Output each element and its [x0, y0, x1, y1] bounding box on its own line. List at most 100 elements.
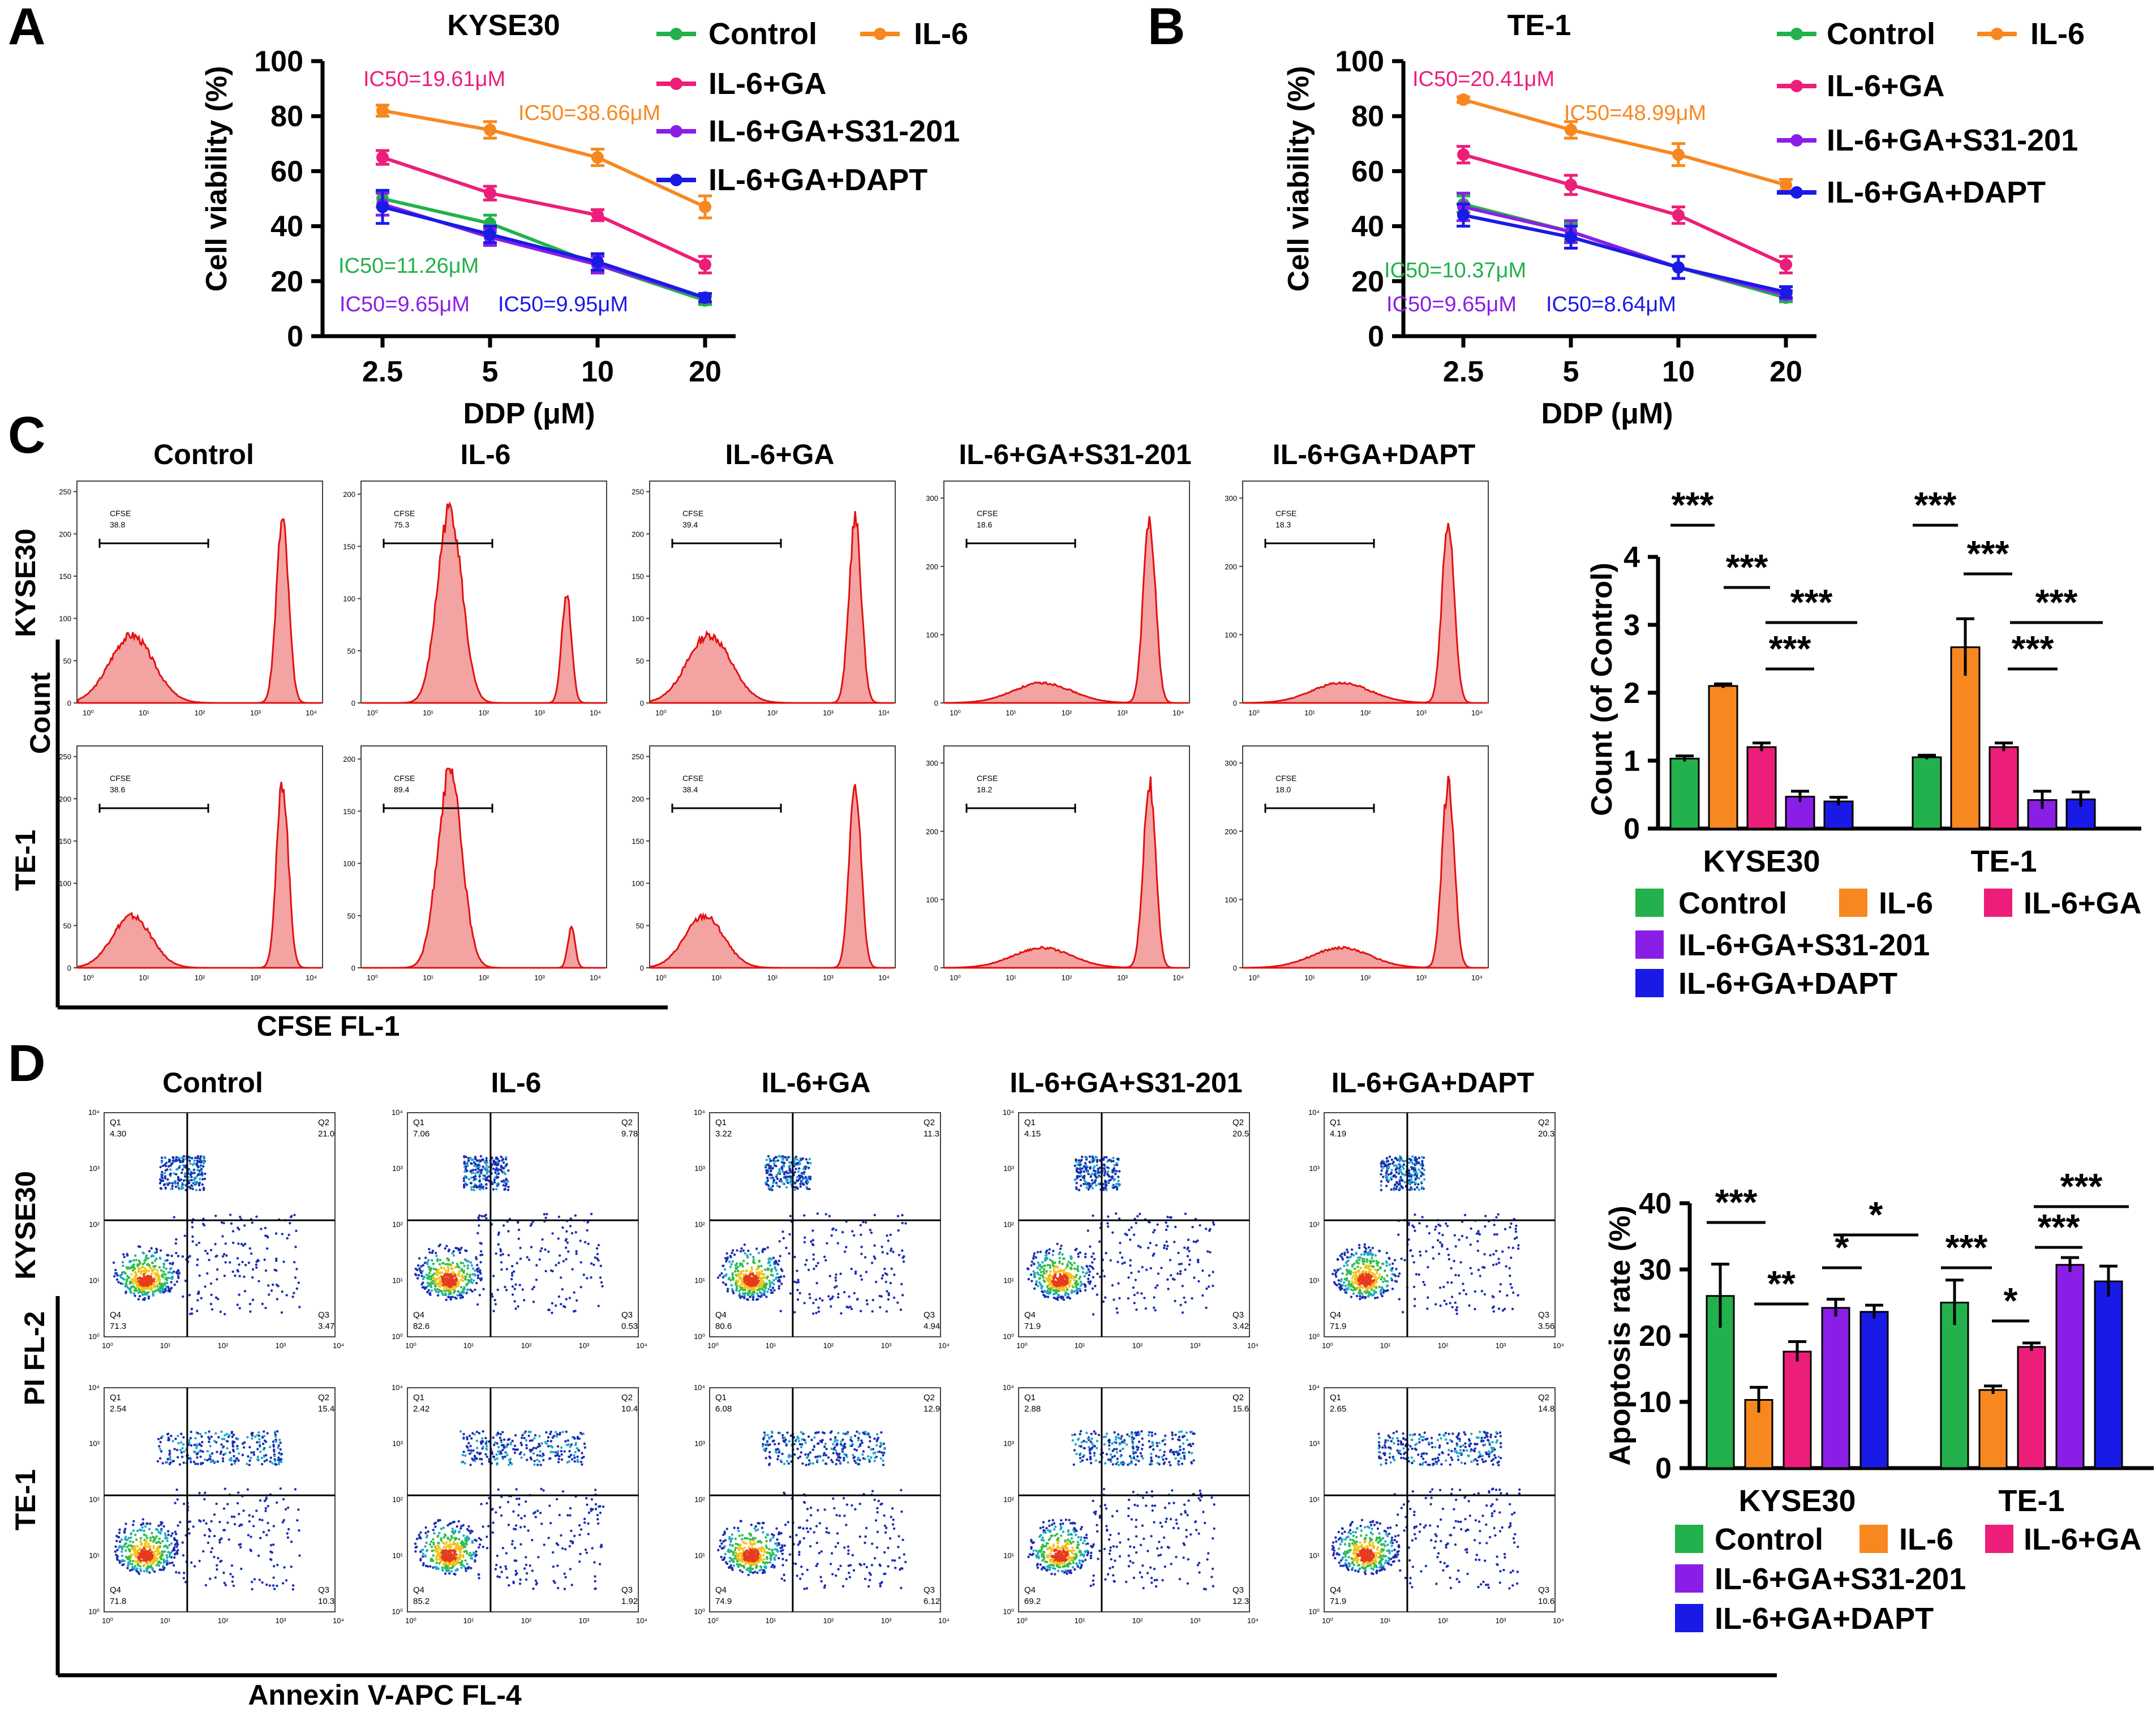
dotplot-event — [181, 1160, 184, 1164]
dotplot-event — [182, 1295, 184, 1298]
chart-b-point-il6-ga-dapt — [1565, 231, 1577, 244]
dotplot-event — [250, 1252, 253, 1255]
chart-c-ytick-label: 3 — [1624, 609, 1640, 642]
dotplot-event — [1046, 1249, 1049, 1252]
dotplot-event — [267, 1235, 269, 1239]
histogram-xtick-label: 10² — [479, 973, 489, 982]
dotplot-event — [1357, 1256, 1360, 1259]
dotplot-event — [1411, 1155, 1414, 1158]
dotplot-event — [500, 1261, 503, 1264]
dotplot-event — [197, 1290, 200, 1293]
dotplot-event — [1183, 1296, 1186, 1299]
dotplot-ytick-label: 10³ — [694, 1164, 705, 1173]
dotplot-xtick-label: 10³ — [881, 1341, 892, 1350]
histogram-ytick-label: 300 — [1225, 759, 1237, 767]
dotplot-event — [1083, 1170, 1085, 1173]
dotplot-event — [492, 1168, 495, 1170]
histogram-xtick-label: 10⁴ — [1173, 973, 1184, 982]
dotplot-event — [1403, 1259, 1406, 1262]
dotplot-event — [1346, 1256, 1349, 1259]
dotplot-event — [1344, 1284, 1347, 1288]
dotplot-event — [479, 1155, 483, 1158]
dotplot-event — [1153, 1296, 1156, 1299]
dotplot-event — [223, 1252, 226, 1256]
dotplot-event — [804, 1168, 807, 1170]
dotplot-event — [236, 1303, 239, 1306]
dotplot-event — [1398, 1298, 1401, 1301]
dotplot-event — [170, 1187, 173, 1190]
dotplot-event — [474, 1168, 477, 1172]
dotplot-event — [833, 1286, 836, 1289]
dotplot-event — [590, 1262, 593, 1265]
dotplot-event — [193, 1178, 196, 1181]
dotplot-event — [504, 1173, 507, 1176]
histogram-xtick-label: 10¹ — [711, 709, 722, 717]
dotplot-event — [1174, 1299, 1176, 1302]
dotplot-event — [473, 1164, 476, 1167]
dotplot-event — [741, 1295, 744, 1298]
dotplot-event — [731, 1260, 735, 1263]
dotplot-event — [766, 1177, 769, 1179]
dotplot-event — [472, 1169, 475, 1172]
dotplot-quadrant-label: Q4 — [110, 1310, 121, 1320]
dotplot-event — [1346, 1269, 1348, 1272]
dotplot-event — [746, 1298, 749, 1301]
dotplot-quadrant-value: 3.47 — [318, 1322, 334, 1331]
dotplot-event — [429, 1293, 432, 1296]
dotplot-event — [575, 1252, 578, 1255]
dotplot-event — [295, 1229, 298, 1232]
dotplot-event — [275, 1257, 278, 1260]
dotplot-event — [817, 1306, 820, 1309]
dotplot-event — [1040, 1285, 1043, 1288]
dotplot-event — [466, 1288, 470, 1291]
dotplot-event — [260, 1228, 263, 1230]
dotplot-event — [480, 1168, 483, 1172]
chart-b-xtick-label: 10 — [1662, 355, 1695, 388]
dotplot-event — [1077, 1161, 1081, 1165]
dotplot-event — [155, 1289, 158, 1292]
histogram-xtick-label: 10⁰ — [1248, 973, 1260, 982]
dotplot-event — [526, 1256, 529, 1259]
dotplot-event — [447, 1285, 450, 1288]
dotplot-event — [1103, 1179, 1107, 1182]
dotplot-event — [289, 1222, 291, 1225]
dotplot-event — [1111, 1177, 1114, 1179]
dotplot-event — [1410, 1160, 1413, 1164]
dotplot-event — [1393, 1164, 1396, 1167]
dotplot-quadrant-label: Q3 — [924, 1310, 935, 1320]
dotplot-event — [796, 1161, 799, 1165]
dotplot-event — [1089, 1280, 1092, 1283]
dotplot-event — [198, 1169, 201, 1172]
dotplot-event — [470, 1182, 473, 1185]
dotplot-event — [439, 1279, 442, 1282]
dotplot-event — [1178, 1263, 1181, 1265]
dotplot-event — [1115, 1183, 1118, 1186]
dotplot-event — [557, 1295, 561, 1298]
dotplot-event — [733, 1253, 736, 1256]
dotplot-event — [456, 1282, 459, 1285]
chart-b-ic50-control: IC50=10.37μM — [1384, 259, 1526, 282]
dotplot-event — [168, 1159, 171, 1161]
dotplot-event — [860, 1252, 863, 1255]
dotplot-event — [887, 1298, 890, 1301]
dotplot-event — [471, 1281, 474, 1284]
dotplot-event — [1364, 1297, 1367, 1299]
dotplot-event — [208, 1259, 211, 1262]
dotplot-event — [1105, 1183, 1107, 1186]
dotplot-event — [850, 1267, 853, 1271]
dotplot-ytick-label: 10² — [1003, 1220, 1014, 1229]
dotplot-event — [139, 1262, 141, 1265]
dotplot-event — [1098, 1275, 1102, 1279]
line-chart-a: KYSE30 Cell viability (%) DDP (μM) 02040… — [200, 9, 968, 430]
dotplot-event — [559, 1276, 562, 1279]
dotplot-event — [1055, 1292, 1058, 1294]
dotplot-event — [161, 1177, 164, 1179]
dotplot-event — [1079, 1251, 1082, 1254]
dotplot-event — [1186, 1255, 1189, 1258]
dotplot-quadrant-label: Q2 — [924, 1118, 935, 1127]
dotplot-event — [782, 1237, 785, 1239]
dotplot-event — [1047, 1277, 1050, 1280]
dotplot-event — [149, 1275, 152, 1278]
dotplot-event — [889, 1281, 892, 1285]
